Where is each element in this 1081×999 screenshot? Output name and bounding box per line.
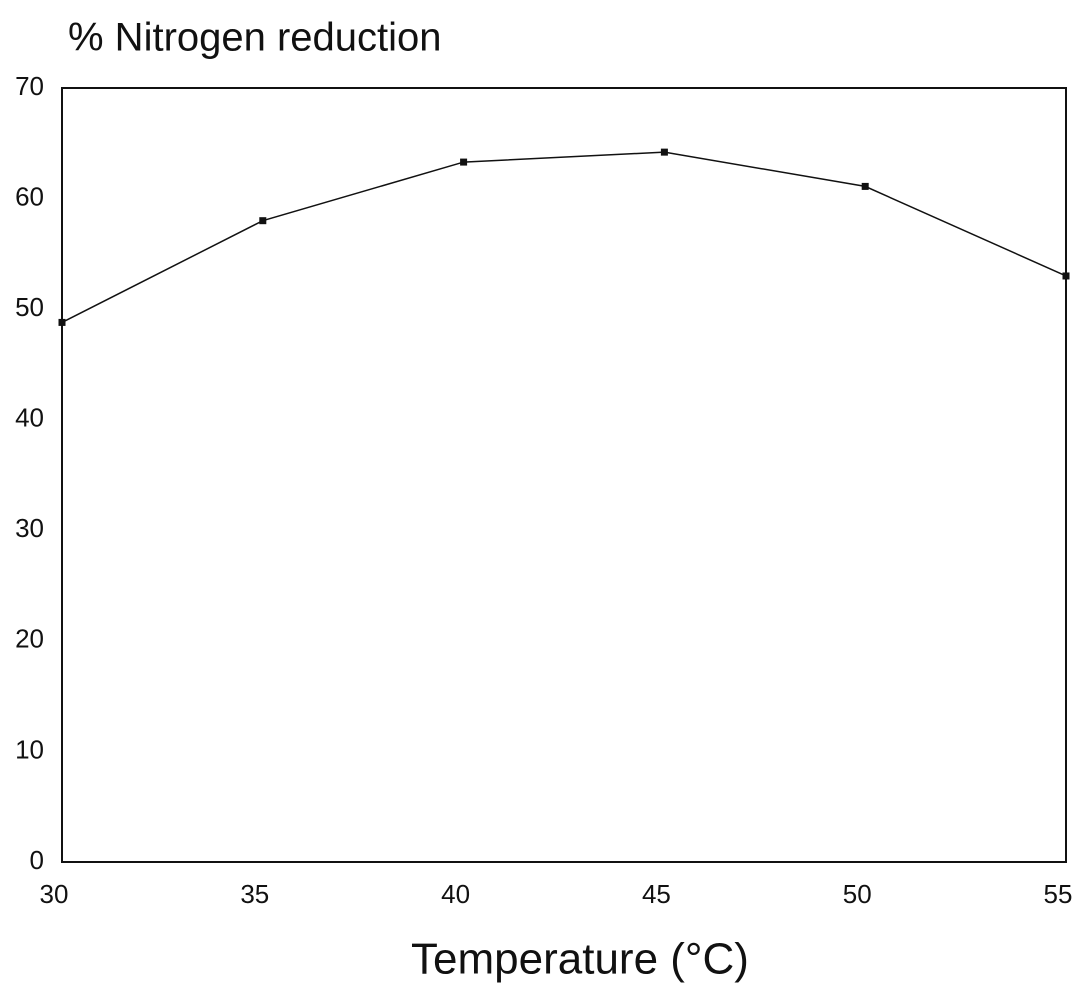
y-tick-label: 20 (15, 624, 44, 654)
data-point (259, 217, 267, 225)
x-tick-label: 45 (642, 879, 671, 909)
x-axis-label: Temperature (°C) (411, 935, 749, 984)
y-tick-label: 10 (15, 734, 44, 764)
data-point (660, 148, 668, 156)
y-tick-label: 50 (15, 292, 44, 322)
y-tick-label: 70 (15, 71, 44, 101)
chart-title: % Nitrogen reduction (68, 16, 442, 60)
plot-frame (61, 87, 1067, 863)
x-tick-label: 40 (441, 879, 470, 909)
data-point (1062, 272, 1070, 280)
y-tick-label: 0 (30, 845, 44, 875)
x-tick-label: 30 (40, 879, 69, 909)
data-point (460, 158, 468, 166)
x-tick-label: 50 (843, 879, 872, 909)
data-point (861, 182, 869, 190)
x-tick-label: 35 (240, 879, 269, 909)
y-tick-label: 40 (15, 403, 44, 433)
y-tick-label: 30 (15, 513, 44, 543)
y-tick-label: 60 (15, 181, 44, 211)
data-line (61, 151, 1067, 324)
data-point (58, 318, 66, 326)
x-tick-label: 55 (1044, 879, 1073, 909)
